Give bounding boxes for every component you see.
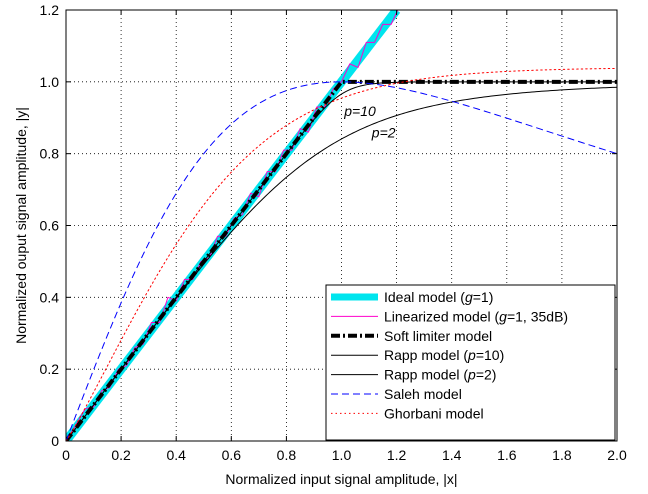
x-tick-label: 1.0 — [332, 447, 352, 463]
y-tick-label: 0.2 — [40, 361, 60, 377]
y-tick-label: 1.0 — [40, 74, 60, 90]
x-tick-label: 0 — [62, 447, 70, 463]
x-tick-label: 1.8 — [552, 447, 572, 463]
x-tick-label: 1.2 — [387, 447, 407, 463]
y-tick-label: 0.6 — [40, 218, 60, 234]
x-tick-label: 1.6 — [497, 447, 517, 463]
legend-label: Saleh model — [384, 386, 462, 402]
series-line-6 — [66, 67, 617, 441]
legend-label: Soft limiter model — [384, 328, 492, 344]
legend-box — [325, 284, 616, 441]
legend-label: Linearized model (g=1, 35dB) — [384, 308, 568, 324]
x-tick-label: 1.4 — [442, 447, 462, 463]
series-group — [66, 10, 617, 441]
legend-label: Ghorbani model — [384, 405, 484, 421]
x-axis-label: Normalized input signal amplitude, |x| — [225, 471, 457, 487]
x-tick-label: 0.4 — [166, 447, 186, 463]
annotation-label: p=2 — [371, 125, 396, 141]
y-tick-label: 1.2 — [40, 2, 60, 18]
x-tick-label: 0.2 — [111, 447, 131, 463]
x-tick-label: 0.8 — [277, 447, 297, 463]
series-line-4 — [66, 86, 617, 441]
y-tick-label: 0.8 — [40, 146, 60, 162]
legend: Ideal model (g=1) Linearized model (g=1, … — [325, 284, 616, 441]
legend-label: Ideal model (g=1) — [384, 289, 493, 305]
legend-label: Rapp model (p=2) — [384, 367, 496, 383]
legend-label: Rapp model (p=10) — [384, 347, 504, 363]
x-tick-label: 0.6 — [222, 447, 242, 463]
annotation-label: p=10 — [343, 103, 376, 119]
y-axis-label: Normalized ouput signal amplitude, |y| — [13, 107, 29, 344]
x-tick-label: 2.0 — [607, 447, 627, 463]
ticks: 0 0.2 0.4 0.6 0.8 1.0 1.2 1.4 1.6 1.8 2.0 0 0.2 0.4 0.… — [40, 2, 627, 463]
y-tick-label: 0 — [51, 433, 59, 449]
series-line-1 — [66, 10, 399, 441]
y-tick-label: 0.4 — [40, 289, 60, 305]
series-line-5 — [66, 81, 617, 441]
